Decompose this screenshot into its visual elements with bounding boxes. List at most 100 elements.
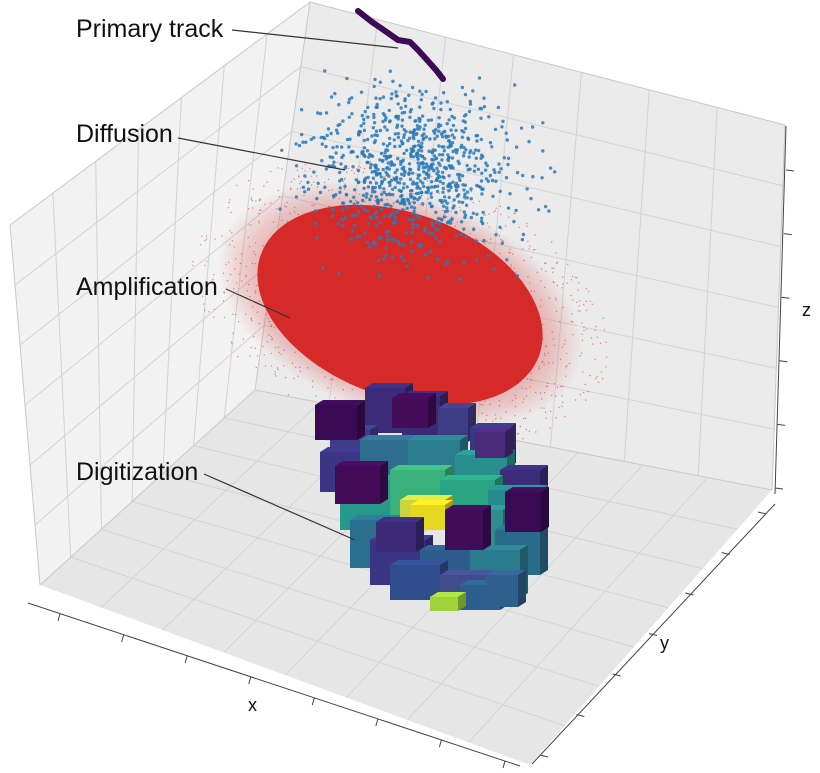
amplification-point (250, 224, 252, 226)
diffusion-point (475, 258, 479, 262)
diffusion-point (304, 140, 308, 144)
diffusion-point (405, 264, 409, 269)
diffusion-point (443, 199, 447, 203)
amplification-point (221, 235, 223, 237)
diffusion-point (416, 161, 420, 165)
amplification-point (254, 242, 257, 244)
amplification-point (605, 356, 608, 358)
grid-line (34, 324, 265, 526)
amplification-point (266, 341, 269, 343)
amplification-point (567, 263, 569, 265)
diffusion-point (386, 161, 390, 165)
amplification-point (478, 200, 481, 202)
diffusion-point (422, 127, 426, 131)
diffusion-point (369, 194, 373, 198)
diffusion-point (431, 101, 435, 105)
diffusion-point (464, 235, 468, 239)
amplification-point (229, 199, 231, 201)
diffusion-point (445, 206, 449, 210)
amplification-point (498, 235, 501, 237)
diffusion-point (416, 139, 421, 143)
diffusion-point (401, 167, 406, 172)
amplification-point (556, 262, 558, 264)
diffusion-point (499, 167, 503, 171)
amplification-point (258, 199, 261, 201)
annotation-digitization: Digitization (76, 458, 198, 486)
z-tick (781, 296, 790, 299)
diffusion-point (437, 144, 441, 148)
amplification-point (505, 411, 507, 413)
amplification-point (291, 362, 294, 364)
diffusion-point (411, 222, 415, 226)
diffusion-point (382, 177, 387, 181)
diffusion-point (484, 161, 488, 165)
amplification-point (571, 313, 573, 315)
diffusion-point (365, 160, 369, 165)
diffusion-point (543, 204, 548, 209)
voxel-top (445, 505, 491, 510)
diffusion-point (422, 170, 426, 174)
amplification-point (381, 191, 383, 193)
amplification-point (564, 415, 566, 418)
diffusion-point (479, 156, 483, 160)
amplification-point (342, 180, 344, 183)
amplification-point (296, 188, 299, 190)
diffusion-point (339, 177, 344, 182)
diffusion-point (380, 180, 385, 184)
diffusion-point (437, 153, 442, 157)
diffusion-point (396, 240, 400, 244)
diffusion-point (457, 193, 461, 197)
z-tick (783, 233, 792, 236)
diffusion-point (407, 93, 411, 98)
amplification-point (296, 169, 299, 171)
diffusion-point (313, 209, 317, 213)
amplification-point (561, 346, 564, 348)
amplification-point (570, 294, 572, 297)
diffusion-point (427, 231, 432, 235)
amplification-point (495, 207, 497, 209)
diffusion-point (373, 190, 377, 194)
diffusion-point (361, 193, 366, 197)
amplification-point (426, 180, 428, 182)
amplification-point (298, 175, 300, 177)
amplification-point (247, 236, 249, 239)
voxel-top (410, 500, 453, 505)
diffusion-point (419, 98, 423, 102)
diffusion-point (482, 239, 486, 243)
diffusion-point (530, 125, 535, 129)
amplification-point (313, 204, 315, 206)
amplification-point (276, 367, 279, 369)
diffusion-point (407, 218, 412, 222)
diffusion-point (531, 175, 535, 179)
amplification-point (269, 170, 272, 173)
diffusion-point (359, 90, 364, 94)
amplification-point (258, 323, 261, 325)
amplification-point (570, 279, 573, 281)
diffusion-point (423, 253, 427, 257)
diffusion-point (357, 180, 361, 184)
amplification-point (512, 253, 514, 255)
amplification-point (470, 190, 473, 193)
diffusion-point (359, 204, 363, 208)
diffusion-point (357, 234, 361, 239)
diffusion-point (384, 253, 389, 257)
diffusion-point (363, 231, 367, 235)
amplification-point (518, 226, 520, 228)
amplification-point (247, 208, 250, 210)
amplification-point (523, 398, 525, 400)
diffusion-point (280, 148, 284, 152)
diffusion-points (278, 69, 557, 281)
diffusion-point (410, 85, 415, 90)
diffusion-point (377, 184, 382, 189)
diffusion-point (350, 229, 355, 233)
amplification-point (249, 295, 251, 298)
diffusion-point (474, 156, 478, 160)
diffusion-point (420, 145, 424, 149)
diffusion-point (378, 80, 382, 84)
diffusion-point (402, 258, 406, 262)
annotation-leaders (177, 29, 399, 541)
diffusion-point (442, 91, 446, 95)
diffusion-point (413, 144, 417, 148)
diffusion-point (486, 254, 490, 258)
